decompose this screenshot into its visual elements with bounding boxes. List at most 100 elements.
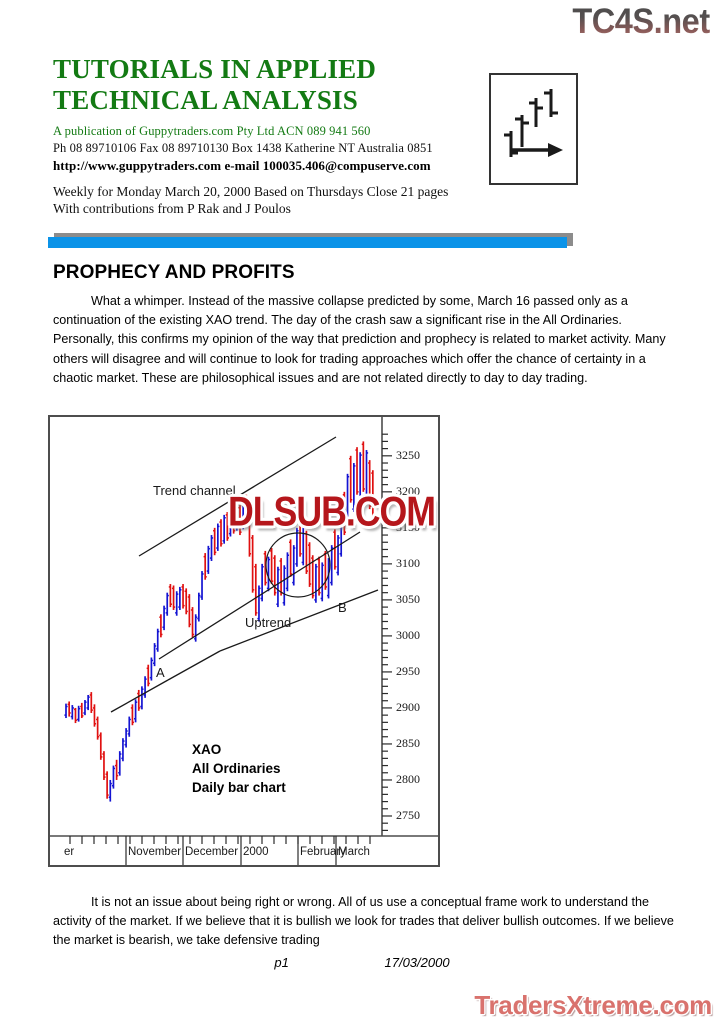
price-bar: [235, 500, 239, 531]
legend-line-symbol: XAO: [192, 742, 222, 757]
price-bar: [238, 504, 242, 536]
price-bar: [156, 628, 160, 652]
masthead-contact: Ph 08 89710106 Fax 08 89710130 Box 1438 …: [53, 141, 433, 155]
price-bar: [260, 563, 264, 602]
price-bar: [175, 591, 179, 616]
price-bar: [108, 779, 112, 802]
price-bar: [130, 704, 135, 726]
pivot-b-label: B: [338, 600, 347, 615]
price-bar: [232, 503, 236, 534]
y-axis-tick-label: 3250: [396, 447, 420, 462]
price-bar: [190, 607, 195, 638]
price-bar: [285, 552, 290, 592]
price-bar: [77, 705, 81, 722]
price-bar: [364, 450, 369, 500]
y-axis-tick-label: 2900: [396, 699, 420, 714]
price-bar: [146, 664, 150, 687]
y-axis-tick-label: 3200: [396, 483, 420, 498]
price-bar: [225, 512, 229, 541]
price-bar: [295, 527, 299, 567]
price-bars: [64, 441, 375, 802]
price-bar: [187, 594, 191, 628]
price-bar: [358, 452, 362, 501]
masthead-title-line1: TUTORIALS IN APPLIED: [53, 54, 377, 84]
xao-daily-bar-chart[interactable]: Trend channel Uptrend A B XAO All Ordina…: [48, 415, 440, 867]
price-bar: [298, 517, 302, 557]
price-bar: [219, 519, 223, 547]
price-bar: [270, 548, 274, 585]
y-axis-tick-label: 3100: [396, 555, 420, 570]
price-bar: [273, 555, 277, 596]
price-bar: [133, 699, 138, 723]
price-bar: [149, 657, 154, 681]
price-bar: [339, 514, 343, 557]
price-bar: [105, 771, 109, 799]
masthead-web-and-email[interactable]: http://www.guppytraders.com e-mail 10003…: [53, 158, 431, 173]
uptrend-label: Uptrend: [245, 615, 292, 630]
price-bar: [203, 553, 207, 580]
masthead-publisher: A publication of Guppytraders.com Pty Lt…: [53, 124, 371, 138]
chart-legend-block: XAO All Ordinaries Daily bar chart: [192, 740, 286, 797]
y-axis-tick-label: 2950: [396, 663, 420, 678]
price-bar: [336, 535, 340, 576]
price-bar: [140, 686, 144, 710]
trend-channel-mid-line: [158, 531, 361, 660]
y-axis-tick-label: 2750: [396, 807, 420, 822]
price-bar: [168, 584, 172, 608]
price-bar: [67, 701, 71, 717]
price-bar: [371, 470, 375, 521]
price-bar: [333, 529, 337, 570]
chart-canvas: [48, 415, 440, 867]
article-paragraph-2-text: It is not an issue about being right or …: [53, 895, 674, 948]
x-axis-tick-label: March: [338, 846, 370, 858]
masthead-issue-line1: Weekly for Monday March 20, 2000 Based o…: [53, 184, 449, 199]
price-bar: [349, 455, 353, 503]
page-footer: p1 17/03/2000: [0, 955, 724, 970]
price-bar: [206, 545, 210, 574]
price-bar: [266, 556, 271, 592]
price-bar: [171, 585, 176, 610]
x-axis-ticks: [69, 836, 371, 844]
price-bar: [292, 545, 296, 586]
price-bar: [162, 605, 166, 631]
price-bar: [159, 614, 163, 638]
price-bar: [263, 550, 267, 586]
x-axis-tick-label: December: [185, 846, 239, 858]
price-bar: [115, 759, 119, 780]
footer-page-number: p1: [274, 955, 289, 970]
bar-chart-logo-box: [489, 73, 578, 185]
trend-channel-label: Trend channel: [153, 483, 236, 498]
price-bar: [301, 523, 305, 566]
x-axis-separators: [125, 836, 337, 865]
article-heading: PROPHECY AND PROFITS: [53, 262, 295, 283]
price-bar: [99, 732, 103, 760]
price-bar: [102, 751, 106, 780]
trend-channel-upper-line: [138, 436, 337, 557]
price-bar: [355, 447, 359, 495]
price-bar: [197, 592, 201, 622]
price-bar: [64, 703, 68, 719]
price-bar: [165, 592, 169, 616]
price-bar: [89, 692, 93, 713]
price-bar: [216, 523, 220, 551]
price-bar: [320, 562, 324, 602]
y-axis-tick-label: 3000: [396, 627, 420, 642]
tradersxtreme-brand-logo: TradersXtreme.com: [474, 990, 712, 1020]
price-bar: [184, 588, 188, 615]
x-axis-tick-label: 2000: [243, 846, 269, 858]
price-bar: [121, 738, 125, 762]
price-bar: [143, 676, 147, 698]
footer-date: 17/03/2000: [384, 955, 450, 970]
price-bar: [222, 514, 226, 544]
y-axis-tick-label: 2800: [396, 771, 420, 786]
price-bar: [330, 545, 334, 586]
price-bar: [92, 704, 97, 727]
price-bar: [282, 565, 286, 606]
price-bar: [209, 535, 214, 561]
price-bar: [213, 527, 217, 556]
uptrend-line-a-leg: [167, 650, 221, 681]
y-axis-tick-label: 2850: [396, 735, 420, 750]
price-bar: [342, 491, 346, 536]
price-bar: [257, 585, 261, 622]
price-bar: [152, 643, 157, 667]
